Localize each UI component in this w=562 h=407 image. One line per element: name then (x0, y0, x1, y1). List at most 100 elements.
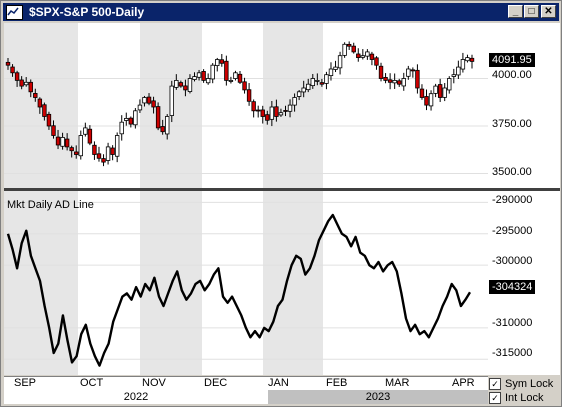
candle-body (251, 101, 256, 112)
candle-body (133, 110, 138, 126)
candle-body (78, 135, 83, 157)
window-title: $SPX-S&P 500-Daily (29, 5, 145, 19)
candle-body (215, 59, 220, 67)
candle-body (447, 78, 452, 91)
year-label: 2022 (4, 390, 268, 404)
candle-body (64, 138, 70, 148)
month-label: JAN (268, 377, 289, 389)
candle-body (374, 57, 379, 66)
maximize-button[interactable]: □ (524, 5, 539, 18)
chart-plot-area[interactable] (4, 23, 488, 375)
month-label: FEB (326, 377, 348, 389)
candle-body (378, 65, 384, 79)
sym-lock-label: Sym Lock (505, 378, 554, 390)
candle-body (187, 78, 193, 92)
candle-body (260, 109, 265, 117)
candle-body (255, 109, 261, 112)
candle-body (387, 79, 393, 83)
candle-body (83, 127, 88, 135)
candle-body (210, 64, 215, 80)
candle-body (410, 69, 416, 72)
minimize-button[interactable]: _ (508, 5, 523, 18)
candle-body (433, 85, 438, 94)
candle-body (419, 88, 425, 98)
candle-body (92, 144, 97, 155)
candle-body (337, 55, 343, 69)
candle-body (42, 104, 47, 117)
candle-body (165, 116, 170, 135)
candle-body (105, 146, 111, 161)
y-axis-panel (488, 23, 560, 375)
candle-body (46, 113, 52, 127)
ad-line (6, 213, 472, 367)
price-tick: 3500.00 (492, 166, 532, 178)
indicator-tick: -300000 (492, 255, 533, 267)
candle-body (292, 97, 297, 106)
candle-body (169, 85, 174, 116)
indicator-tick: -315000 (492, 347, 533, 359)
lock-options: ✓ Sym Lock ✓ Int Lock (489, 376, 561, 406)
candle-body (319, 82, 325, 85)
candle-body (397, 80, 402, 85)
candle-body (151, 100, 156, 108)
candle-body (306, 83, 311, 91)
candle-body (196, 72, 202, 78)
candle-body (451, 74, 457, 77)
month-label: NOV (142, 377, 166, 389)
candle-body (246, 89, 252, 102)
candle-body (237, 73, 243, 83)
sym-lock-option[interactable]: ✓ Sym Lock (489, 377, 553, 391)
candle-body (37, 98, 43, 108)
last-indicator-tag: -304324 (489, 280, 536, 294)
candle-body (228, 80, 234, 82)
candle-body (460, 59, 466, 70)
int-lock-checkbox[interactable]: ✓ (489, 392, 501, 405)
indicator-tick: -290000 (492, 194, 533, 206)
candle-body (469, 57, 475, 62)
candle-body (283, 110, 288, 112)
chart-app-icon[interactable] (6, 5, 23, 20)
sym-lock-checkbox[interactable]: ✓ (489, 378, 501, 391)
candle-body (219, 59, 225, 64)
candle-body (96, 153, 102, 159)
candle-body (428, 93, 434, 107)
panel-divider[interactable] (4, 188, 560, 191)
candle-body (365, 51, 370, 57)
candle-body (415, 69, 420, 89)
month-label: APR (452, 377, 475, 389)
int-lock-label: Int Lock (505, 392, 544, 404)
month-shade (263, 191, 323, 375)
candle-body (269, 106, 275, 120)
title-bar[interactable]: $SPX-S&P 500-Daily _ □ ✕ (3, 3, 559, 21)
month-label: DEC (204, 377, 228, 389)
candle-body (74, 151, 79, 155)
candle-body (465, 57, 470, 62)
candle-body (146, 96, 152, 104)
candle-body (442, 87, 447, 98)
candle-body (142, 97, 147, 104)
candle-body (301, 87, 306, 93)
candle-body (392, 80, 397, 84)
candle-body (310, 78, 315, 87)
candle-body (114, 135, 120, 157)
candle-body (205, 78, 211, 84)
candle-body (296, 91, 302, 97)
candle-body (351, 45, 356, 53)
month-shade (263, 23, 323, 188)
candle-body (328, 68, 334, 77)
candle-body (424, 96, 429, 106)
candle-body (60, 137, 65, 147)
candle-body (160, 126, 165, 133)
int-lock-option[interactable]: ✓ Int Lock (489, 391, 544, 405)
chart-svg (4, 23, 488, 375)
candle-body (33, 93, 38, 98)
candle-body (110, 147, 115, 155)
candle-body (233, 72, 238, 79)
candle-body (23, 81, 29, 86)
month-label: OCT (80, 377, 104, 389)
candle-body (278, 112, 284, 116)
close-button[interactable]: ✕ (541, 5, 556, 18)
candle-body (201, 71, 206, 81)
candle-body (14, 72, 20, 81)
